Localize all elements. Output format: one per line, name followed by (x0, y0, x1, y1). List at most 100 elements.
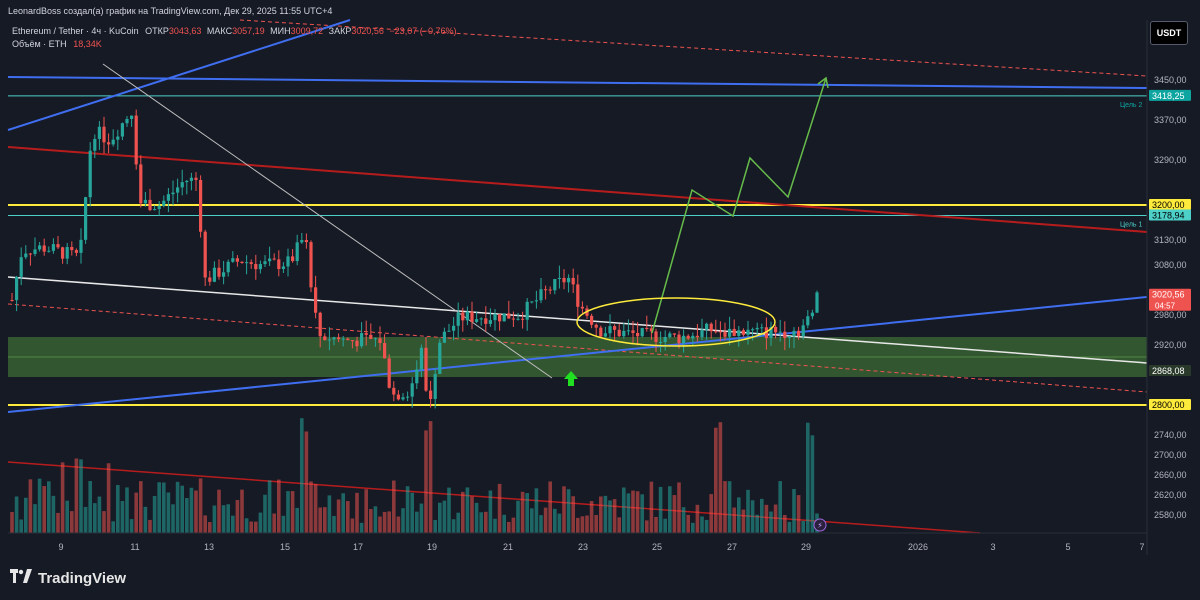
volume-bar (691, 522, 695, 533)
candle-body (636, 332, 640, 337)
volume-bar (249, 521, 253, 533)
volume-bar (778, 481, 782, 533)
candle-body (360, 333, 364, 347)
high-value: 3057,19 (232, 26, 265, 36)
volume-bar (401, 508, 405, 533)
candle-body (760, 327, 764, 329)
candle-body (507, 313, 511, 319)
candle-body (493, 314, 497, 321)
volume-bar (750, 500, 755, 533)
volume-bar (465, 487, 470, 533)
volume-bar (640, 494, 644, 533)
volume-bar (576, 517, 580, 533)
volume-bar (134, 492, 138, 533)
price-tick-label: 2620,00 (1154, 490, 1187, 500)
volume-legend[interactable]: Объём · ETH 18,34K (12, 39, 102, 49)
candle-body (797, 330, 801, 337)
volume-bar (198, 478, 203, 533)
volume-bar (511, 517, 516, 533)
candle-body (774, 326, 778, 333)
volume-bar (599, 496, 603, 533)
low-label: МИН (270, 26, 291, 36)
candle-body (576, 284, 580, 307)
candle-body (511, 318, 515, 320)
blue-support-trendline (7, 296, 1148, 413)
candle-body (323, 336, 327, 341)
price-tick-label: 2700,00 (1154, 450, 1187, 460)
volume-bar (488, 490, 493, 533)
candle-body (406, 396, 410, 398)
volume-bar (139, 481, 143, 533)
candle-body (723, 331, 727, 337)
volume-bar (704, 519, 709, 533)
candle-body (442, 331, 446, 343)
volume-bar (396, 516, 401, 533)
volume-bar (525, 493, 529, 533)
level-note: Цель 1 (1120, 222, 1143, 229)
candle-body (700, 329, 704, 338)
candle-body (212, 267, 216, 282)
price-tick-label: 2660,00 (1154, 470, 1187, 480)
volume-bar (654, 516, 658, 533)
volume-bar (221, 505, 226, 533)
open-value: 3043,63 (168, 26, 202, 36)
tradingview-brand[interactable]: TradingView (10, 569, 126, 587)
volume-bar (617, 517, 621, 533)
currency-button[interactable]: USDT (1150, 21, 1188, 45)
volume-bar (74, 458, 79, 533)
candle-body (102, 126, 106, 143)
candle-body (663, 337, 667, 342)
price-badge (1149, 364, 1191, 376)
candle-body (199, 179, 203, 232)
volume-bar (203, 515, 207, 533)
candle-body (557, 277, 561, 280)
time-tick-label: 25 (652, 542, 662, 552)
volume-bar (14, 496, 19, 533)
volume-bar (194, 490, 198, 533)
volume-bar (102, 511, 106, 533)
up-arrow-icon (564, 371, 578, 386)
volume-bar (148, 519, 152, 533)
price-badge (1149, 399, 1191, 410)
candle-body (332, 337, 336, 340)
candle-body (309, 242, 313, 288)
candle-body (424, 347, 428, 391)
volume-bar (171, 504, 175, 533)
candle-body (544, 289, 548, 291)
candle-body (525, 301, 529, 320)
candle-body (452, 325, 456, 331)
volume-bar (272, 513, 276, 533)
volume-bar (714, 427, 718, 533)
price-tick-label: 2920,00 (1154, 340, 1187, 350)
volume-bar (332, 515, 336, 533)
candle-body (79, 239, 83, 253)
volume-bar (571, 496, 575, 533)
candle-body (580, 306, 584, 309)
brand-name: TradingView (38, 569, 127, 587)
close-value: 3020,56 (351, 26, 384, 36)
time-tick-label: 21 (503, 542, 513, 552)
volume-bar (668, 486, 672, 533)
candle-body (185, 180, 189, 183)
volume-bar (608, 500, 612, 533)
event-icon[interactable] (813, 518, 827, 532)
volume-bars (10, 418, 819, 533)
candle-body (295, 242, 299, 262)
candle-body (539, 289, 543, 301)
candle-body (19, 257, 23, 277)
volume-bar (585, 515, 589, 533)
volume-bar (254, 521, 258, 533)
volume-bar (300, 418, 304, 533)
candle-body (281, 266, 285, 269)
candle-body (194, 177, 198, 180)
price-tick-label: 2580,00 (1154, 510, 1187, 520)
volume-value: 18,34K (73, 39, 102, 49)
candle-body (318, 312, 322, 337)
tradingview-logo-icon (10, 569, 32, 587)
ohlc-legend[interactable]: Ethereum / Tether · 4ч · KuCoin ОТКР3043… (12, 26, 456, 36)
time-tick-label: 29 (801, 542, 811, 552)
candle-body (562, 277, 566, 283)
candle-body (603, 333, 607, 337)
volume-bar (539, 515, 543, 533)
